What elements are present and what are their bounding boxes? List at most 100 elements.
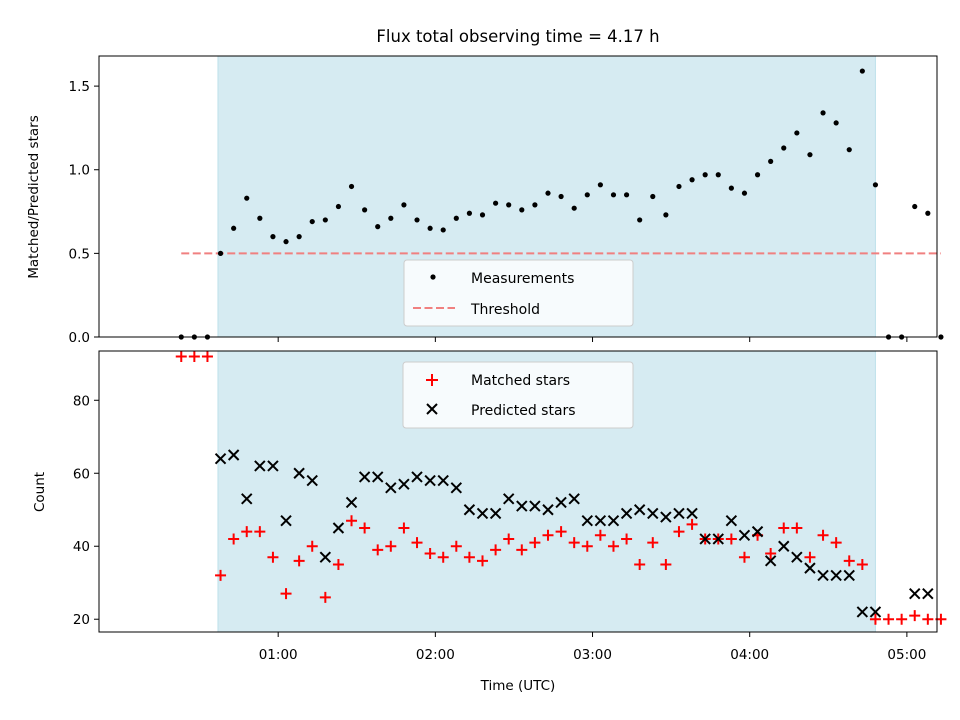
matched-star-point [385,540,397,552]
matched-star-point [581,540,593,552]
predicted-star-point [791,551,803,563]
x-tick-label: 01:00 [259,647,298,663]
matched-star-point [463,551,475,563]
matched-star-point [411,537,423,549]
measurement-point [584,192,590,198]
matched-star-point [673,526,685,538]
x-tick-label: 05:00 [887,647,926,663]
matched-star-point [765,548,777,560]
measurement-point [728,185,734,191]
matched-star-point [568,537,580,549]
predicted-star-point [214,452,227,465]
bottom-y-tick-label: 20 [73,612,90,628]
predicted-star-point [633,504,646,516]
measurement-point [938,334,944,340]
measurement-point [610,192,617,198]
matched-star-point [738,551,750,563]
predicted-star-point [267,460,279,472]
matched-star-point [594,529,606,541]
measurement-point [597,182,603,188]
measurement-point [571,205,577,211]
matched-star-point [490,544,502,556]
matched-star-point [346,515,358,527]
predicted-legend-label: Predicted stars [471,403,576,419]
matched-star-point [817,529,829,541]
measurement-point [689,177,695,183]
predicted-star-point [227,449,240,461]
matched-star-point [856,558,868,570]
top-plot-frame [98,55,938,338]
predicted-star-point [686,507,698,520]
matched-star-point [359,522,371,534]
predicted-star-point [922,587,934,600]
measurement-point [545,190,551,196]
predicted-star-point [358,471,371,483]
matched-star-point [254,526,266,538]
top-x-ticks [277,337,908,342]
measurement-point [663,212,669,218]
measurement-points [178,68,944,340]
predicted-star-point [516,500,528,512]
matched-star-point [909,610,921,622]
matched-star-point [228,533,240,545]
measurement-point [754,172,761,178]
measurement-point [925,210,931,216]
matched-star-point [804,551,816,563]
x-tick-label: 02:00 [416,647,455,663]
matched-star-point [516,544,528,556]
x-axis-label: Time (UTC) [480,678,556,694]
measurement-point [427,225,433,231]
matched-star-point [332,558,344,570]
predicted-star-point [411,471,423,483]
predicted-star-point [751,525,764,538]
top-y-tick-label: 0.0 [69,330,90,346]
measurement-point [479,212,486,218]
matched-star-point [529,537,541,549]
predicted-stars-points [214,449,934,618]
measurement-point [348,183,355,190]
matched-star-point [791,522,803,534]
top-legend: Measurements Threshold [403,259,634,327]
measurement-point [558,193,564,200]
measurement-point [872,182,879,188]
matched-star-point [280,588,292,600]
predicted-star-point [254,460,266,472]
predicted-star-point [293,467,305,479]
matched-star-point [306,540,318,552]
predicted-star-point [568,493,580,505]
matched-legend-marker [426,374,438,386]
bottom-y-tick-label: 60 [73,466,90,482]
top-y-tick-label: 1.0 [69,163,90,179]
measurement-point [388,215,394,221]
predicted-star-point [594,514,607,527]
measurement-point [820,110,826,116]
matched-star-point [267,551,279,563]
predicted-star-point [830,569,842,582]
predicted-star-point [804,562,816,574]
measurement-point [650,193,656,200]
predicted-star-point [385,482,397,494]
measurement-point [912,203,918,210]
bottom-panel: 20 40 60 80 01:00 02:00 03:00 04:00 05:00 Count… [32,350,947,694]
predicted-star-point [319,551,332,563]
measurement-point [741,190,748,196]
predicted-star-point [843,569,855,582]
matched-star-point [686,518,698,530]
predicted-star-point [607,514,620,527]
top-y-ticks: 0.0 0.5 1.0 1.5 [69,79,99,346]
measurement-point [231,225,237,231]
matched-star-point [883,613,895,625]
predicted-star-point [542,504,554,516]
top-panel: 0.0 0.5 1.0 1.5 Matched/Predicted stars Mea… [26,55,944,346]
predicted-star-point [620,507,633,520]
measurement-point [244,195,250,201]
measurement-point [322,217,328,223]
top-legend-box [403,259,634,327]
top-y-tick-label: 1.5 [69,79,90,95]
measurement-point [768,158,774,164]
measurement-point [846,147,852,153]
figure-title: Flux total observing time = 4.17 h [376,27,659,46]
predicted-star-point [489,507,502,520]
measurement-point [715,172,721,178]
